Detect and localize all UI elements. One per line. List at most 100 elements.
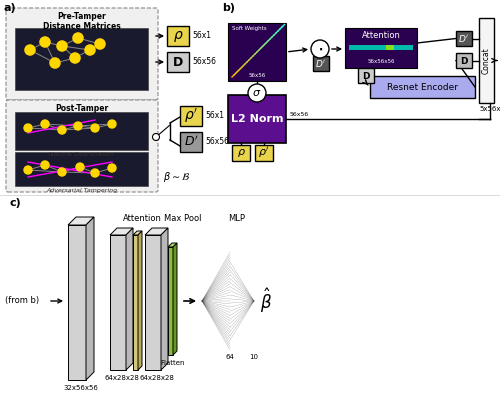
- Polygon shape: [138, 231, 142, 370]
- Text: Soft Weights: Soft Weights: [232, 26, 266, 31]
- Bar: [386, 45, 394, 50]
- Text: 56x56: 56x56: [192, 57, 216, 66]
- Bar: [167, 26, 189, 46]
- Text: 56x56: 56x56: [205, 137, 229, 146]
- Bar: [228, 95, 286, 143]
- Circle shape: [248, 84, 266, 102]
- Circle shape: [24, 166, 32, 174]
- Text: 64x28x28: 64x28x28: [104, 375, 139, 381]
- Circle shape: [70, 53, 80, 63]
- Polygon shape: [161, 228, 168, 370]
- Bar: [349, 45, 413, 50]
- Text: 5x56x56: 5x56x56: [480, 106, 500, 112]
- Polygon shape: [86, 217, 94, 380]
- Circle shape: [70, 53, 80, 63]
- Text: 56x56: 56x56: [290, 112, 309, 117]
- Text: $D'$: $D'$: [184, 135, 198, 149]
- Bar: [228, 23, 286, 81]
- Bar: [133, 235, 138, 370]
- Circle shape: [73, 33, 83, 43]
- Circle shape: [108, 120, 116, 128]
- Circle shape: [73, 33, 83, 43]
- Circle shape: [152, 133, 160, 140]
- Text: 32x56x56: 32x56x56: [64, 385, 98, 391]
- Text: 64x28x28: 64x28x28: [139, 375, 174, 381]
- Polygon shape: [68, 217, 94, 225]
- Bar: [479, 18, 494, 103]
- Polygon shape: [145, 228, 168, 235]
- Circle shape: [74, 122, 82, 130]
- Circle shape: [58, 126, 66, 134]
- Text: Post-Tamper: Post-Tamper: [56, 104, 108, 113]
- Text: Concat: Concat: [482, 47, 491, 74]
- Circle shape: [25, 45, 35, 55]
- Text: $\rho$: $\rho$: [236, 147, 246, 159]
- Bar: [167, 52, 189, 72]
- Text: $\sigma$: $\sigma$: [252, 88, 262, 98]
- Text: Adversarial Tampering: Adversarial Tampering: [46, 188, 117, 193]
- Text: Attention: Attention: [362, 31, 401, 40]
- Bar: [180, 106, 202, 126]
- Text: 64: 64: [226, 354, 234, 360]
- Polygon shape: [126, 228, 133, 370]
- Text: $\rho$: $\rho$: [172, 29, 184, 43]
- Text: MLP: MLP: [228, 214, 246, 223]
- FancyBboxPatch shape: [6, 100, 158, 192]
- Text: Max Pool: Max Pool: [164, 214, 202, 223]
- Circle shape: [25, 45, 35, 55]
- Text: 56x56: 56x56: [248, 73, 266, 78]
- Bar: [15, 28, 148, 90]
- Text: Flatten: Flatten: [160, 360, 185, 366]
- Circle shape: [41, 120, 49, 128]
- Polygon shape: [110, 228, 133, 235]
- Text: 56x56x56: 56x56x56: [367, 59, 395, 64]
- Bar: [370, 76, 475, 98]
- Circle shape: [95, 39, 105, 49]
- Polygon shape: [133, 231, 142, 235]
- Circle shape: [41, 161, 49, 169]
- Text: $D'$: $D'$: [316, 58, 326, 69]
- Text: $\rho'$: $\rho'$: [184, 107, 198, 125]
- Bar: [232, 145, 250, 161]
- Bar: [358, 68, 374, 83]
- Text: a): a): [3, 3, 16, 13]
- Circle shape: [57, 41, 67, 51]
- Polygon shape: [173, 243, 177, 355]
- Text: $\beta \sim \mathcal{B}$: $\beta \sim \mathcal{B}$: [163, 170, 190, 184]
- Bar: [15, 112, 148, 150]
- Circle shape: [50, 58, 60, 68]
- Circle shape: [57, 41, 67, 51]
- Text: Attention: Attention: [122, 214, 162, 223]
- Bar: [180, 132, 202, 152]
- Bar: [345, 28, 417, 68]
- Polygon shape: [168, 243, 177, 247]
- Text: $D'$: $D'$: [458, 33, 469, 44]
- Text: 10: 10: [250, 354, 258, 360]
- Bar: [68, 225, 86, 380]
- Circle shape: [91, 169, 99, 177]
- Circle shape: [24, 124, 32, 132]
- Text: $\mathbf{D}$: $\mathbf{D}$: [172, 55, 184, 68]
- Circle shape: [311, 40, 329, 58]
- Text: Resnet Encoder: Resnet Encoder: [387, 82, 458, 92]
- Circle shape: [58, 168, 66, 176]
- Bar: [145, 235, 161, 370]
- Bar: [456, 53, 472, 68]
- Text: (from b): (from b): [5, 297, 39, 306]
- Circle shape: [76, 163, 84, 171]
- Circle shape: [95, 39, 105, 49]
- Bar: [255, 145, 273, 161]
- Circle shape: [91, 124, 99, 132]
- Text: $\rho'$: $\rho'$: [258, 146, 270, 160]
- Text: c): c): [10, 198, 22, 208]
- Text: Natural Degradation: Natural Degradation: [49, 152, 114, 157]
- Circle shape: [85, 45, 95, 55]
- Bar: [168, 247, 173, 355]
- Text: 56x1: 56x1: [192, 31, 211, 41]
- Text: $\mathbf{D}$: $\mathbf{D}$: [460, 55, 468, 66]
- Text: Pre-Tamper
Distance Matrices: Pre-Tamper Distance Matrices: [43, 12, 121, 31]
- Circle shape: [85, 45, 95, 55]
- Text: L2 Norm: L2 Norm: [231, 114, 283, 124]
- FancyBboxPatch shape: [6, 8, 158, 100]
- Bar: [15, 152, 148, 186]
